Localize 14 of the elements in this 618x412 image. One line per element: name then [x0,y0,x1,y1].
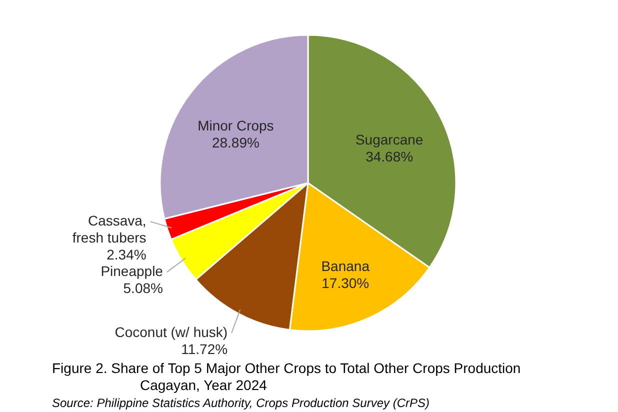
slice-label: Minor Crops [198,118,274,134]
data-label: 11.72% [181,340,228,357]
slice-label: Pineapple [100,263,164,280]
source-note: Source: Philippine Statistics Authority, Crops Production Survey (CrPS) [52,396,430,410]
data-label: 17.30% [322,274,370,291]
slice-label: Sugarcane [355,132,424,148]
data-label: 34.68% [366,148,414,165]
slice-label: Coconut (w/ husk) [114,324,228,340]
data-label: 5.08% [123,280,163,296]
slice-label: Banana [321,258,370,274]
text: Figure 2. Share of Top 5 Major Other Crops to Total Other Crops Production Cagayan, Year 2024 [52,360,521,393]
data-label: 2.34% [106,246,146,263]
data-label: 28.89% [212,134,260,151]
slice-label: Cassava, fresh tubers [72,212,146,246]
